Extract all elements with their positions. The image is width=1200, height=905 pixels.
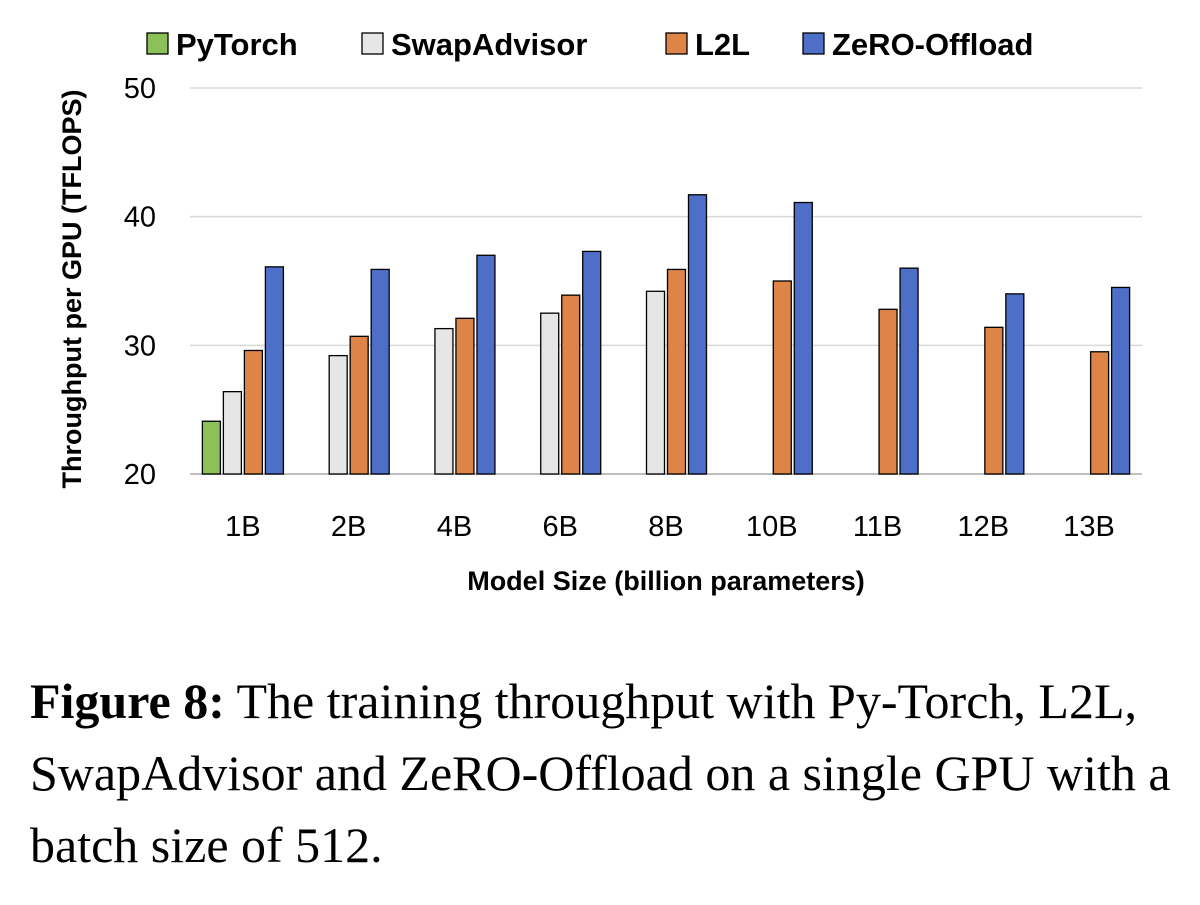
legend-label-swapadvisor: SwapAdvisor [391,27,587,62]
figure-caption: Figure 8: The training throughput with P… [30,665,1180,881]
bar-l2l-8b [666,268,687,475]
caption-label: Figure 8: [30,673,225,729]
y-axis-title: Throughput per GPU (TFLOPS) [57,90,87,489]
x-tick-label-4b: 4B [437,511,472,543]
bar-swapadvisor-8b [645,290,666,475]
x-tick-label-6b: 6B [542,511,577,543]
bar-l2l-4b [455,317,475,475]
bar-zero-offload-13b [1110,286,1131,475]
x-tick-label-11b: 11B [853,511,902,543]
bar-l2l-13b [1089,351,1110,475]
x-tick-label-13b: 13B [1063,511,1115,543]
legend-swatch-swapadvisor [361,32,384,55]
bar-zero-offload-11b [899,267,919,475]
x-axis-ticks: 1B 2B 4B 6B 8B 10B 11B 12B 13B [225,511,1115,543]
y-tick-label-40: 40 [124,202,156,234]
y-tick-label-50: 50 [124,73,156,105]
bar-pytorch-1b [201,420,222,475]
bar-zero-offload-10b [793,201,813,475]
legend: PyTorch SwapAdvisor L2L ZeRO-Offload [146,27,1034,62]
y-tick-label-20: 20 [124,459,156,491]
bar-zero-offload-8b [687,194,708,475]
bar-swapadvisor-1b [222,391,243,475]
bar-l2l-10b [772,280,792,475]
bar-zero-offload-6b [582,250,602,475]
x-tick-label-1b: 1B [225,511,260,543]
bar-l2l-1b [243,349,264,475]
x-tick-label-8b: 8B [648,511,683,543]
gridlines [190,87,1142,347]
bar-zero-offload-1b [264,266,285,475]
y-tick-label-30: 30 [124,330,156,362]
bar-zero-offload-12b [1005,293,1025,475]
x-axis-title: Model Size (billion parameters) [467,566,865,596]
bars [201,194,1131,475]
legend-label-zero-offload: ZeRO-Offload [832,27,1034,62]
bar-l2l-12b [984,326,1004,475]
bar-swapadvisor-4b [434,327,454,475]
y-axis-ticks: 20 30 40 50 [124,73,156,491]
x-tick-label-10b: 10B [746,511,798,543]
bar-l2l-2b [349,335,369,475]
bar-l2l-6b [561,294,581,475]
x-tick-label-12b: 12B [958,511,1010,543]
bar-zero-offload-4b [476,254,496,475]
legend-label-pytorch: PyTorch [176,27,298,62]
x-tick-label-2b: 2B [331,511,366,543]
bar-swapadvisor-2b [328,354,348,475]
legend-label-l2l: L2L [695,27,750,62]
legend-swatch-pytorch [146,32,169,55]
bar-swapadvisor-6b [540,312,560,475]
bar-chart: PyTorch SwapAdvisor L2L ZeRO-Offload 20 30 40… [57,27,1142,596]
legend-swatch-zero-offload [802,32,825,55]
caption-text: The training throughput with Py-Torch, L… [30,673,1171,873]
bar-l2l-11b [878,308,898,475]
legend-swatch-l2l [665,32,688,55]
bar-zero-offload-2b [370,268,390,475]
